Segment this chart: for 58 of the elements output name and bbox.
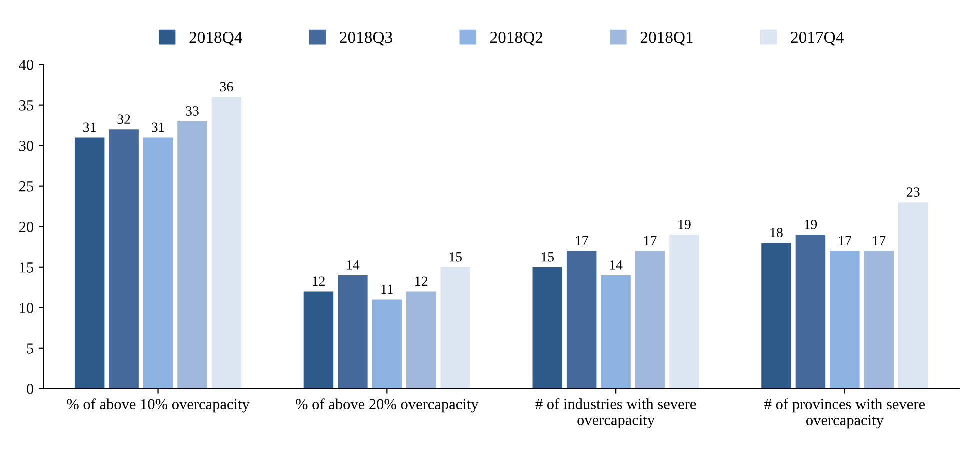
data-label: 19: [805, 220, 818, 230]
data-label: 17: [839, 236, 852, 246]
data-label: 11: [382, 284, 394, 294]
data-label: 18: [770, 228, 783, 238]
bar: [670, 234, 700, 389]
y-tick-label: 35: [20, 100, 34, 111]
x-tick-label: # of industries with severe overcapacity: [536, 398, 696, 429]
bar: [74, 138, 105, 389]
bar: [762, 243, 792, 389]
y-tick-label: 20: [20, 222, 34, 232]
data-label: 17: [576, 236, 588, 246]
bar: [532, 267, 562, 389]
data-label: 14: [610, 260, 623, 270]
bar: [143, 138, 174, 389]
bar: [898, 202, 928, 389]
data-label: 23: [907, 188, 920, 197]
data-label: 19: [678, 220, 691, 230]
bar: [178, 122, 208, 389]
x-tick-label: # of provinces with severe overcapacity: [764, 398, 926, 429]
bar: [796, 234, 826, 389]
bar: [109, 130, 139, 389]
bar: [864, 251, 894, 389]
x-tick-label: % of above 20% overcapacity: [296, 398, 479, 413]
data-label: 15: [450, 252, 462, 262]
bar: [406, 292, 436, 389]
data-label: 12: [313, 276, 325, 286]
y-tick-label: 5: [27, 344, 34, 354]
y-tick-label: 30: [20, 140, 34, 152]
bar: [566, 251, 597, 389]
bar: [601, 275, 631, 389]
data-label: 31: [84, 122, 96, 132]
data-label: 33: [186, 106, 199, 116]
bar: [304, 292, 334, 389]
data-label: 12: [416, 276, 428, 286]
y-tick-label: 40: [19, 60, 34, 70]
data-label: 14: [347, 260, 360, 270]
y-tick-label: 10: [20, 303, 34, 314]
legend-label: 2018Q4: [190, 32, 242, 46]
y-tick-label: 15: [20, 262, 34, 273]
data-label: 31: [152, 122, 164, 132]
data-label: 17: [644, 236, 657, 246]
legend-label: 2018Q1: [640, 32, 693, 46]
legend-label: 2017Q4: [791, 32, 844, 46]
data-label: 36: [220, 82, 234, 92]
x-tick-label: % of above 10% overcapacity: [67, 398, 250, 413]
bar: [212, 97, 242, 389]
legend-label: 2018Q3: [340, 32, 392, 46]
bar: [440, 267, 470, 389]
data-label: 17: [873, 236, 886, 246]
bar: [372, 300, 402, 389]
bar: [830, 251, 860, 389]
bar: [635, 251, 666, 389]
data-label: 15: [542, 252, 554, 262]
bar: [338, 275, 368, 389]
y-tick-label: 0: [27, 384, 34, 394]
y-tick-label: 25: [20, 182, 34, 192]
legend-label: 2018Q2: [490, 32, 543, 46]
data-label: 32: [118, 114, 130, 124]
